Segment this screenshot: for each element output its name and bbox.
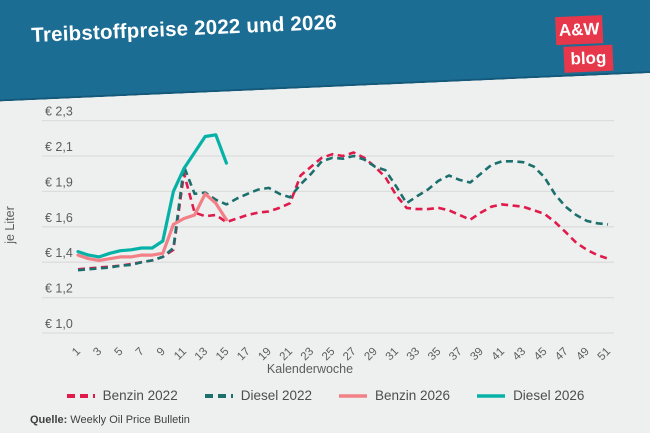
x-axis-tick-label: 15 [214,346,232,364]
x-axis-tick-label: 7 [134,346,147,359]
x-axis-tick-label: 29 [362,346,380,364]
legend-label: Diesel 2026 [513,388,585,403]
x-axis-tick-label: 19 [256,346,274,364]
x-axis-tick-label: 41 [490,346,508,364]
y-axis-tick-label: € 1,4 [45,246,73,260]
legend-item-diesel-2022: Diesel 2022 [204,388,312,403]
source-note: Quelle: Weekly Oil Price Bulletin [30,414,190,426]
series-line-benzin-2022 [77,151,609,271]
legend-label: Benzin 2026 [375,388,451,403]
legend-line-swatch [477,393,506,398]
y-axis-tick-label: € 1,9 [45,175,73,189]
legend-label: Benzin 2022 [102,388,178,403]
series-line-diesel-2022 [77,154,609,272]
chart-legend: Benzin 2022 Diesel 2022 Benzin 2026 Diesel … [0,388,650,403]
y-axis-tick-label: € 1,6 [45,211,73,225]
x-axis-tick-label: 35 [426,346,444,364]
legend-item-benzin-2026: Benzin 2026 [338,388,450,403]
legend-item-diesel-2026: Diesel 2026 [476,388,584,403]
legend-line-swatch [339,393,367,398]
x-axis-tick-label: 39 [468,346,486,364]
x-axis-tick-label: 23 [299,346,317,364]
x-axis-tick-label: 45 [532,346,550,364]
series-line-benzin-2026 [76,192,228,262]
y-axis-tick-label: € 2,1 [45,140,73,154]
series-line-diesel-2026 [76,133,228,259]
y-axis-tick-label: € 1,2 [45,282,73,296]
x-axis-tick-label: 51 [596,346,614,364]
x-axis-title: Kalenderwoche [267,362,353,376]
x-axis-tick-label: 17 [235,346,253,364]
x-axis-tick-label: 31 [384,346,402,364]
x-axis-tick-label: 9 [155,346,168,359]
x-axis-tick-label: 1 [70,346,83,359]
x-axis-tick-label: 11 [172,346,189,363]
legend-label: Diesel 2022 [240,388,312,403]
x-axis-tick-label: 5 [113,346,126,359]
x-axis-tick-label: 3 [91,346,104,359]
source-label: Quelle: [30,414,68,426]
legend-item-benzin-2022: Benzin 2022 [66,388,178,403]
y-axis-tick-label: € 2,3 [45,105,73,119]
x-axis-tick-label: 13 [193,346,211,364]
y-axis-tick-label: € 1,0 [45,317,73,331]
x-axis-tick-label: 33 [405,346,423,364]
x-axis-tick-label: 47 [553,346,571,364]
x-axis-tick-label: 27 [341,346,359,364]
legend-line-swatch [204,393,233,398]
source-text: Weekly Oil Price Bulletin [70,414,190,426]
x-axis-tick-label: 49 [574,346,592,364]
legend-line-swatch [66,393,95,398]
x-axis-tick-label: 25 [320,346,338,364]
x-axis-tick-label: 37 [447,346,465,364]
y-axis-title: je Liter [3,206,17,245]
x-axis-tick-label: 21 [278,346,296,364]
x-axis-tick-label: 43 [511,346,529,364]
